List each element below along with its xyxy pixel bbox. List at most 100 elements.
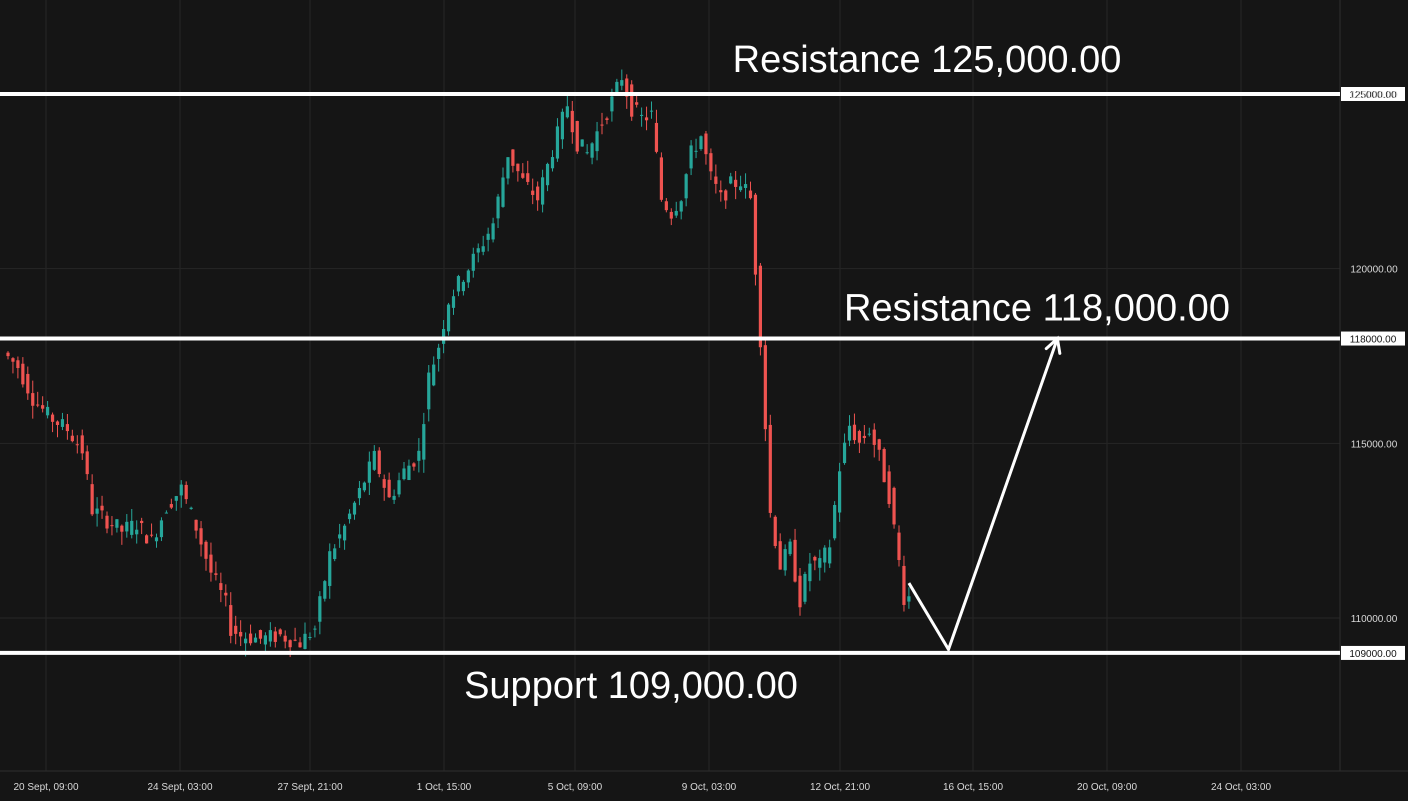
- candle: [714, 164, 718, 194]
- candle-body: [882, 449, 886, 483]
- candle: [224, 584, 228, 607]
- candle-body: [402, 468, 406, 480]
- projection-path[interactable]: [907, 338, 1059, 653]
- price-level-tag-label: 118000.00: [1350, 335, 1397, 346]
- candle-body: [763, 345, 767, 430]
- candle-body: [466, 270, 470, 283]
- candle-body: [11, 358, 15, 362]
- candle: [526, 160, 530, 185]
- candle: [397, 472, 401, 498]
- candle-body: [308, 636, 312, 638]
- candle: [907, 587, 911, 609]
- candle-body: [872, 429, 876, 445]
- candle: [387, 472, 391, 498]
- candle: [95, 497, 99, 527]
- candle: [199, 521, 203, 557]
- resistance-annotation: Resistance 118,000.00: [844, 288, 1230, 330]
- candle: [50, 412, 55, 433]
- candle-body: [743, 184, 748, 188]
- resistance-level[interactable]: Resistance 125,000.00 125000.00: [0, 39, 1405, 101]
- candle: [828, 539, 832, 568]
- candle-body: [852, 424, 857, 441]
- candle-body: [174, 496, 178, 501]
- candle: [729, 172, 733, 185]
- price-tick-label: 115000.00: [1351, 439, 1398, 450]
- candle-body: [654, 122, 659, 152]
- candle: [21, 357, 25, 388]
- candle-body: [709, 153, 713, 172]
- candle: [704, 130, 708, 165]
- projection-arrow[interactable]: [907, 335, 1062, 653]
- candle-body: [323, 581, 327, 599]
- candle-body: [258, 630, 263, 639]
- candle-body: [649, 110, 654, 112]
- candle: [184, 481, 188, 504]
- candle: [36, 391, 40, 408]
- candle: [570, 100, 574, 144]
- candle-body: [585, 152, 589, 154]
- candle: [768, 414, 772, 518]
- candle: [422, 412, 426, 473]
- candle-body: [595, 131, 599, 152]
- time-tick-label: 24 Sept, 03:00: [147, 782, 212, 793]
- candle-body: [219, 583, 223, 591]
- support-level[interactable]: Support 109,000.00 109000.00: [0, 645, 1405, 707]
- candle-body: [491, 223, 495, 240]
- candle-body: [60, 419, 65, 427]
- candle-body: [288, 640, 292, 648]
- candle: [90, 474, 94, 517]
- candle-body: [704, 133, 708, 155]
- candle: [709, 148, 713, 181]
- candle-body: [357, 487, 362, 499]
- resistance-level[interactable]: Resistance 118,000.00 118000.00: [0, 288, 1405, 346]
- candle: [174, 495, 178, 511]
- candle: [605, 116, 609, 125]
- candle: [382, 474, 386, 501]
- candles: [6, 69, 911, 658]
- candle: [253, 633, 258, 643]
- candle: [887, 465, 891, 508]
- candle-body: [278, 629, 282, 635]
- candle: [847, 415, 852, 447]
- candle: [273, 626, 277, 648]
- candle: [877, 438, 881, 461]
- candle: [456, 274, 461, 297]
- candle-body: [149, 534, 154, 536]
- candle: [867, 427, 871, 437]
- candle-body: [209, 554, 213, 573]
- candle-body: [803, 573, 807, 602]
- candle-body: [382, 479, 386, 488]
- candle: [833, 501, 837, 541]
- candle-body: [313, 628, 317, 630]
- candle-body: [684, 174, 688, 199]
- candle: [506, 157, 510, 185]
- candle-body: [352, 502, 357, 515]
- candle: [560, 108, 564, 149]
- candle-body: [555, 126, 560, 159]
- candle: [26, 366, 30, 400]
- candle-body: [644, 117, 649, 121]
- candle: [427, 365, 431, 422]
- time-tick-label: 27 Sept, 21:00: [277, 782, 342, 793]
- candle-body: [70, 435, 74, 442]
- candle-body: [318, 596, 322, 622]
- candle-body: [347, 513, 352, 520]
- candle: [159, 517, 164, 542]
- candle-body: [664, 201, 668, 211]
- price-level-tag: [1341, 331, 1405, 346]
- candle: [293, 627, 297, 642]
- candle-body: [496, 196, 500, 219]
- candle-body: [486, 233, 490, 240]
- candle: [758, 263, 762, 356]
- candle-body: [793, 539, 797, 582]
- candle-body: [427, 372, 431, 410]
- candle: [140, 517, 144, 535]
- support-annotation: Support 109,000.00: [464, 665, 798, 707]
- candle: [352, 501, 357, 520]
- candle: [882, 447, 886, 483]
- candle-body: [773, 516, 777, 546]
- candle: [258, 629, 263, 644]
